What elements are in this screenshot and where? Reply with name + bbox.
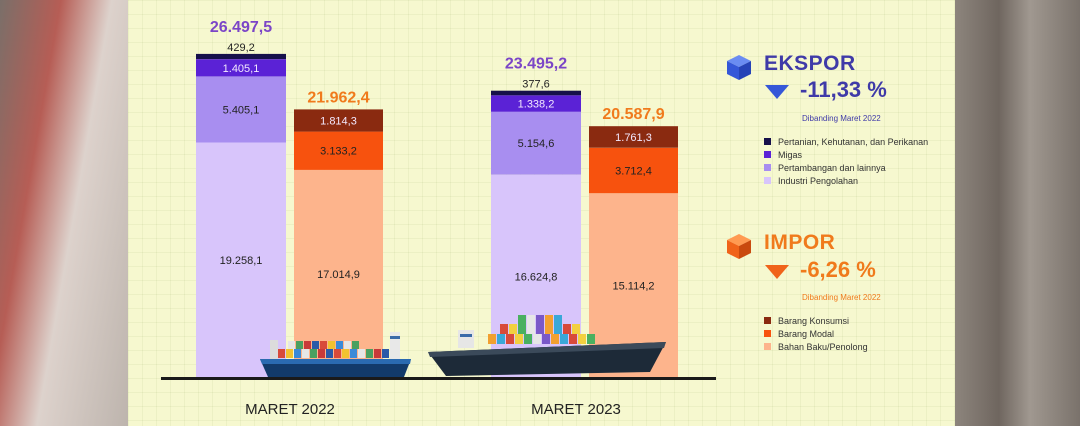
ekspor-total-1: 23.495,2 xyxy=(505,56,567,73)
ekspor-legend: Pertanian, Kehutanan, dan Perikanan Miga… xyxy=(764,135,928,187)
impor-total-1: 20.587,9 xyxy=(602,106,664,123)
ekspor-label-0-2: 1.405,1 xyxy=(223,63,260,75)
ekspor-bar-0-0 xyxy=(196,142,286,378)
impor-label-0-0: 17.014,9 xyxy=(317,269,360,281)
impor-bar-0-2 xyxy=(294,109,383,132)
impor-title: IMPOR xyxy=(764,231,836,254)
ekspor-label-1-0: 16.624,8 xyxy=(515,271,558,283)
ekspor-label-0-3: 429,2 xyxy=(227,42,255,54)
impor-box-icon xyxy=(727,234,751,259)
cargo-ship-left-icon xyxy=(260,332,411,377)
ekspor-label-1-3: 377,6 xyxy=(522,79,550,91)
ekspor-bar-1-1 xyxy=(491,111,581,175)
ekspor-bar-1-2 xyxy=(491,95,581,112)
background-right xyxy=(955,0,1080,426)
ground-line xyxy=(161,377,716,380)
stacked-bar-chart: 19.258,1 5.405,1 1.405,1 429,2 26.497,5 17.01… xyxy=(161,19,716,418)
impor-change: -6,26 % xyxy=(800,257,876,282)
impor-down-arrow-icon xyxy=(765,265,789,279)
ekspor-label-1-1: 5.154,6 xyxy=(518,138,555,150)
legend-item-barang-konsumsi: Barang Konsumsi xyxy=(764,314,868,327)
ekspor-change: -11,33 % xyxy=(800,77,887,102)
impor-note: Dibanding Maret 2022 xyxy=(802,293,881,302)
ekspor-label-0-0: 19.258,1 xyxy=(220,255,263,267)
background-left xyxy=(0,0,128,426)
ekspor-down-arrow-icon xyxy=(765,85,789,99)
legend-item-industri: Industri Pengolahan xyxy=(764,174,928,187)
ekspor-bar-0-1 xyxy=(196,76,286,143)
ekspor-box-icon xyxy=(727,55,751,80)
impor-label-1-1: 3.712,4 xyxy=(615,165,652,177)
legend-item-pertambangan: Pertambangan dan lainnya xyxy=(764,161,928,174)
ekspor-label-0-1: 5.405,1 xyxy=(223,104,260,116)
ekspor-title: EKSPOR xyxy=(764,52,856,75)
cargo-ship-right-icon xyxy=(428,315,666,376)
impor-bar-1-1 xyxy=(589,147,678,194)
impor-bar-0-1 xyxy=(294,131,383,170)
impor-bar-1-2 xyxy=(589,126,678,148)
impor-total-0: 21.962,4 xyxy=(307,89,369,106)
legend-item-barang-modal: Barang Modal xyxy=(764,327,868,340)
impor-label-1-2: 1.761,3 xyxy=(615,132,652,144)
ekspor-bar-1-0 xyxy=(491,174,581,378)
ekspor-note: Dibanding Maret 2022 xyxy=(802,114,881,123)
category-label-0: MARET 2022 xyxy=(245,401,335,418)
impor-label-1-0: 15.114,2 xyxy=(612,281,654,293)
ekspor-bar-0-3 xyxy=(196,53,286,60)
impor-label-0-1: 3.133,2 xyxy=(320,146,357,158)
ekspor-bar-0-2 xyxy=(196,59,286,77)
impor-legend: Barang Konsumsi Barang Modal Bahan Baku/… xyxy=(764,314,868,353)
legend-item-bahan-baku: Bahan Baku/Penolong xyxy=(764,340,868,353)
legend-item-pertanian: Pertanian, Kehutanan, dan Perikanan xyxy=(764,135,928,148)
ekspor-bar-1-3 xyxy=(491,90,581,96)
category-label-1: MARET 2023 xyxy=(531,401,621,418)
impor-label-0-2: 1.814,3 xyxy=(320,115,357,127)
legend-item-migas: Migas xyxy=(764,148,928,161)
ekspor-label-1-2: 1.338,2 xyxy=(518,98,555,110)
infographic-panel: 19.258,1 5.405,1 1.405,1 429,2 26.497,5 17.01… xyxy=(128,0,955,426)
ekspor-total-0: 26.497,5 xyxy=(210,19,272,36)
